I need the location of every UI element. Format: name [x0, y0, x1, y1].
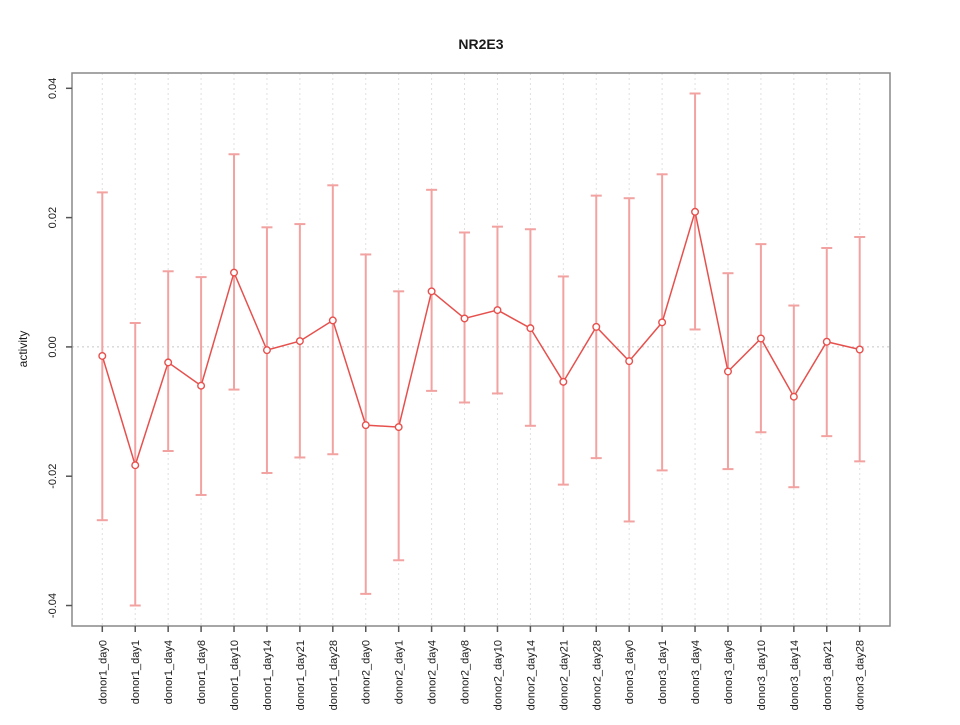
data-point-marker: [164, 358, 173, 367]
x-tick-label: donor2_day14: [525, 640, 537, 710]
data-point-marker: [262, 346, 271, 355]
series-line: [101, 211, 860, 468]
data-point-marker: [822, 337, 831, 346]
x-tick-label: donor2_day21: [558, 640, 570, 710]
data-point-marker: [658, 318, 667, 327]
x-tick-label: donor1_day4: [163, 640, 175, 704]
data-point-marker: [756, 334, 765, 343]
data-point-marker: [295, 337, 304, 346]
x-tick-label: donor1_day14: [262, 640, 274, 710]
x-tick-label: donor3_day21: [822, 640, 834, 710]
x-tick-label: donor1_day8: [196, 640, 208, 704]
data-point-marker: [592, 322, 601, 331]
x-tick-label: donor3_day14: [789, 640, 801, 710]
x-tick-label: donor1_day1: [130, 640, 142, 704]
data-point-marker: [723, 367, 732, 376]
data-point-marker: [427, 287, 436, 296]
x-tick-label: donor1_day28: [328, 640, 340, 710]
x-tick-label: donor2_day0: [361, 640, 373, 704]
x-tick-label: donor2_day4: [427, 640, 439, 704]
x-tick-label: donor3_day10: [756, 640, 768, 710]
data-point-marker: [855, 345, 864, 354]
data-point-marker: [559, 377, 568, 386]
y-tick-label: 0.00: [47, 336, 59, 357]
x-tick-label: donor1_day21: [295, 640, 307, 710]
data-point-marker: [230, 268, 239, 277]
x-tick-label: donor1_day10: [229, 640, 241, 710]
y-tick-label: 0.02: [47, 207, 59, 228]
x-tick-label: donor2_day10: [492, 640, 504, 710]
x-tick-label: donor3_day8: [723, 640, 735, 704]
data-point-marker: [526, 324, 535, 333]
x-tick-label: donor3_day4: [690, 640, 702, 704]
data-point-marker: [197, 381, 206, 390]
y-tick-label: -0.04: [47, 593, 59, 618]
x-tick-label: donor3_day28: [855, 640, 867, 710]
data-point-marker: [625, 357, 634, 366]
data-point-marker: [98, 351, 107, 360]
x-tick-label: donor2_day8: [460, 640, 472, 704]
data-point-marker: [328, 316, 337, 325]
plot-area: -0.04 -0.02 0.00 0.02 0.04 donor1_day0 donor1_…: [47, 72, 891, 710]
y-tick-label: 0.04: [47, 78, 59, 99]
data-point-marker: [493, 306, 502, 315]
x-tick-label: donor3_day1: [657, 640, 669, 704]
plot-box: [71, 72, 891, 627]
x-tick-label: donor3_day0: [624, 640, 636, 704]
data-point-marker: [691, 207, 700, 216]
data-point-marker: [460, 314, 469, 323]
data-point-marker: [394, 423, 403, 432]
chart-title: NR2E3: [458, 36, 503, 52]
x-tick-label: donor2_day1: [394, 640, 406, 704]
x-tick-label: donor1_day0: [97, 640, 109, 704]
x-tick-label: donor2_day28: [591, 640, 603, 710]
data-point-marker: [131, 461, 140, 470]
data-point-marker: [789, 392, 798, 401]
y-tick-label: -0.02: [47, 464, 59, 489]
data-point-marker: [361, 421, 370, 430]
y-axis-label: activity: [16, 331, 30, 368]
